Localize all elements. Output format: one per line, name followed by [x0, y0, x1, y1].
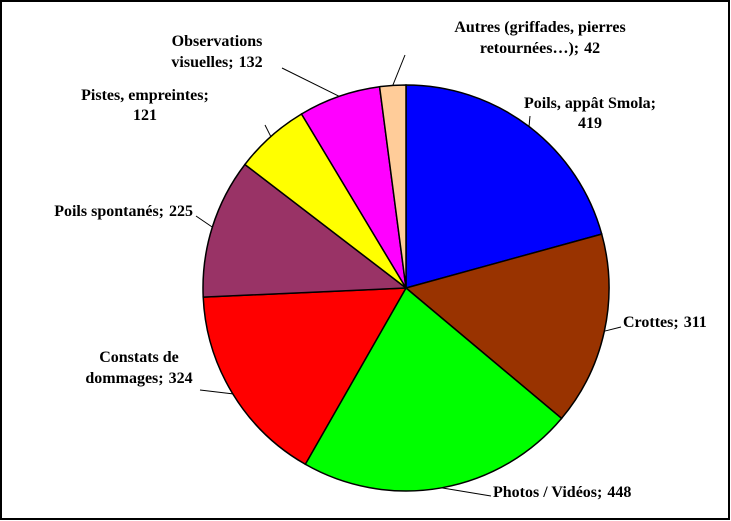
leader-line — [528, 115, 531, 127]
leader-line — [199, 389, 233, 395]
value-label: 419 — [578, 115, 602, 132]
leader-line — [264, 124, 272, 137]
data-label: Photos / Vidéos; 448 — [493, 484, 631, 501]
category-label: Constats de — [99, 349, 179, 366]
category-label-cont: visuelles; — [171, 54, 233, 71]
value-label: 42 — [584, 40, 600, 57]
leader-line — [195, 215, 213, 228]
category-label: Photos / Vidéos; — [493, 484, 602, 501]
pie-slice — [404, 233, 610, 420]
pie-slice — [378, 84, 407, 289]
category-label-cont: dommages; — [85, 370, 163, 387]
value-label: 448 — [607, 484, 631, 501]
data-label: Pistes, empreintes; 121 — [81, 87, 209, 124]
category-label: Crottes; — [623, 314, 679, 331]
leader-line — [604, 326, 622, 332]
data-label: Poils, appât Smola; 419 — [524, 95, 656, 132]
data-label: Constats de dommages; 324 — [85, 349, 192, 387]
category-label: Pistes, empreintes; — [81, 87, 209, 104]
value-label: 225 — [169, 203, 193, 220]
category-label: Observations — [172, 33, 263, 50]
pie-slice — [405, 84, 603, 289]
value-label: 121 — [133, 107, 157, 124]
leader-line — [281, 67, 340, 97]
category-label-cont: retournées…); — [480, 40, 579, 57]
category-label: Autres (griffades, pierres — [454, 19, 625, 36]
data-label: Crottes; 311 — [623, 314, 707, 331]
value-label: 311 — [684, 314, 707, 331]
leader-line — [392, 54, 406, 86]
data-label: Autres (griffades, pierres retournées…); 4… — [454, 19, 625, 57]
leader-line — [441, 487, 492, 497]
pie-slice — [202, 287, 408, 466]
data-label: Poils spontanés; 225 — [54, 203, 193, 220]
category-label: Poils spontanés; — [54, 203, 164, 220]
category-label: Poils, appât Smola; — [524, 95, 656, 112]
value-label: 324 — [169, 370, 193, 387]
value-label: 132 — [239, 54, 263, 71]
data-label: Observations visuelles; 132 — [171, 33, 262, 71]
